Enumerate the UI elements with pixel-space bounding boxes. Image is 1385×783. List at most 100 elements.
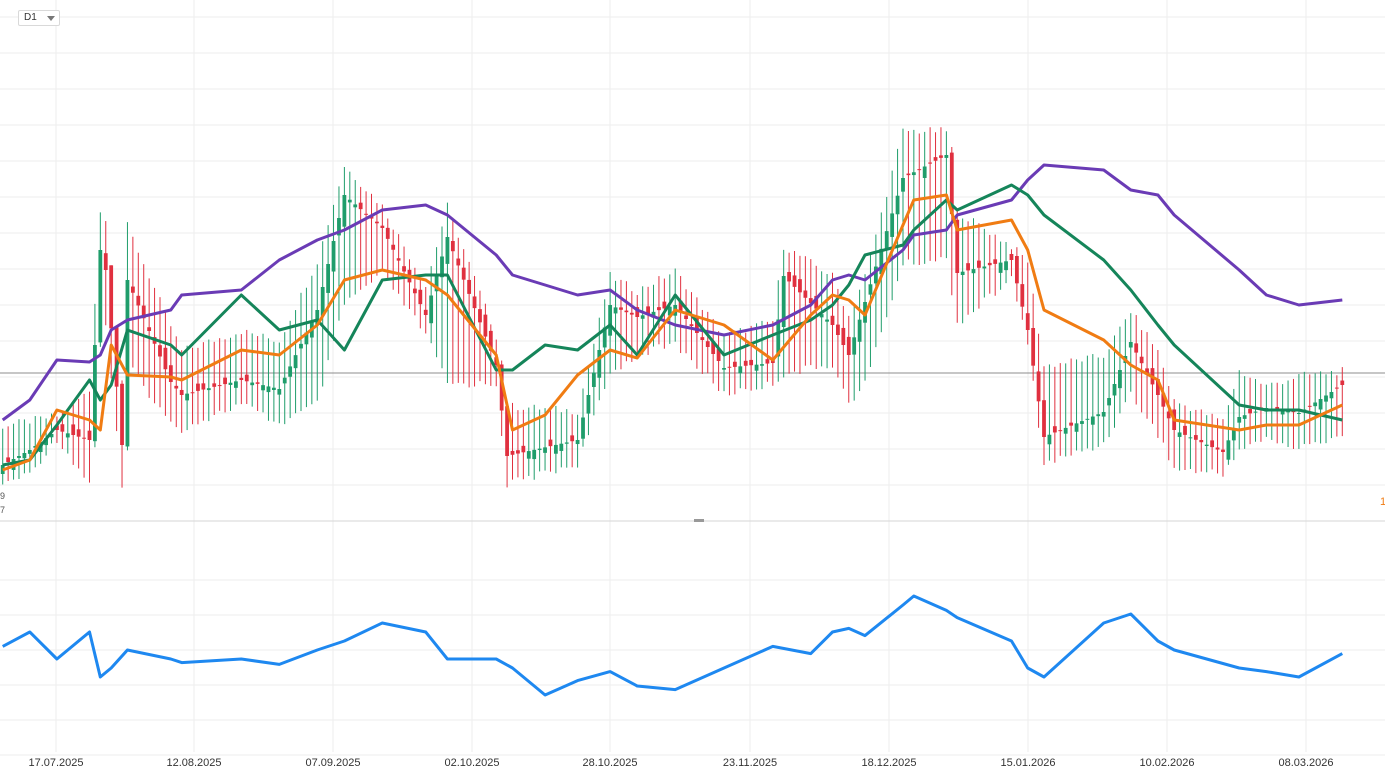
candle-body <box>787 271 792 282</box>
candle-body <box>1215 447 1220 450</box>
candle-body <box>879 248 884 275</box>
candle-body <box>629 312 634 315</box>
candle-body <box>1020 284 1025 307</box>
candle-body <box>147 327 152 331</box>
candle-body <box>391 244 396 250</box>
candle-body <box>939 155 943 158</box>
candle-body <box>667 306 672 316</box>
candle-body <box>933 157 938 161</box>
candle-body <box>55 425 59 430</box>
candle-body <box>738 366 743 374</box>
candle-body <box>1231 428 1236 441</box>
candle-body <box>244 374 249 382</box>
x-tick-label: 15.01.2026 <box>1000 757 1055 769</box>
candle-body <box>141 305 146 319</box>
candle-body <box>17 456 21 458</box>
candle-body <box>640 315 645 319</box>
candle-body <box>651 311 656 318</box>
candle-body <box>440 256 444 278</box>
candle-body <box>537 448 542 451</box>
candle-body <box>434 276 439 292</box>
candle-body <box>1248 408 1252 414</box>
candle-body <box>526 451 531 459</box>
ma-mid-line <box>2 183 1343 467</box>
candle-body <box>228 382 233 385</box>
candle-body <box>1058 430 1063 432</box>
oscillator-line <box>1 594 1344 697</box>
candle-body <box>944 155 949 158</box>
candle-body <box>798 279 802 293</box>
candle-body <box>461 267 466 280</box>
candle-body <box>255 382 260 384</box>
candle-body <box>1161 393 1166 407</box>
candle-body <box>98 250 103 343</box>
candle-body <box>987 262 992 266</box>
candle-body <box>646 306 650 314</box>
candle-body <box>1031 328 1036 366</box>
candle-body <box>928 162 933 164</box>
candle-body <box>71 424 76 435</box>
candle-body <box>1085 418 1090 420</box>
x-tick-label: 23.11.2025 <box>723 757 777 769</box>
timeframe-select[interactable]: D1 <box>18 10 60 26</box>
candle-body <box>689 324 694 326</box>
candle-body <box>1193 435 1198 440</box>
candle-body <box>1112 384 1117 396</box>
candle-body <box>960 271 965 276</box>
candle-body <box>418 289 423 305</box>
candle-body <box>234 381 238 388</box>
candle-body <box>109 265 114 329</box>
candle-body <box>136 295 141 306</box>
candle-body <box>423 309 428 315</box>
candle-body <box>814 295 819 309</box>
candle-body <box>1324 395 1328 402</box>
candle-body <box>895 195 900 215</box>
candle-body <box>1074 423 1079 432</box>
candle-body <box>602 327 607 348</box>
candle-body <box>163 347 168 370</box>
x-axis: 17.07.2025 12.08.2025 07.09.2025 02.10.2025… <box>28 757 1333 769</box>
candle-body <box>158 345 162 357</box>
candle-body <box>695 318 699 333</box>
candle-body <box>1318 399 1323 410</box>
candle-body <box>906 173 911 176</box>
candle-body <box>266 386 271 393</box>
candle-body <box>1069 422 1074 426</box>
candle-body <box>543 447 547 453</box>
candle-body <box>299 343 303 349</box>
candle-body <box>911 172 916 176</box>
candle-body <box>82 437 86 439</box>
candle-body <box>271 387 276 390</box>
ma-fast-line <box>2 193 1343 472</box>
candle-body <box>1047 434 1052 445</box>
candle-body <box>825 319 829 322</box>
candle-body <box>1226 440 1231 460</box>
candle-body <box>125 280 130 447</box>
candle-body <box>1242 415 1247 419</box>
candle-body <box>765 359 770 364</box>
candle-body <box>358 202 363 210</box>
candle-body <box>732 361 737 367</box>
candle-body <box>402 266 406 272</box>
chevron-down-icon <box>47 16 55 21</box>
candle-body <box>1253 411 1258 413</box>
candle-body <box>564 442 569 444</box>
candle-body <box>993 259 998 264</box>
panel-resize-handle[interactable] <box>694 519 704 522</box>
candle-body <box>716 349 721 361</box>
candle-body <box>1204 444 1209 447</box>
left-edge-label-2: 7 <box>0 505 5 515</box>
candle-body <box>1042 400 1046 437</box>
candle-body <box>1307 405 1312 407</box>
candle-body <box>559 443 564 451</box>
candle-body <box>337 218 341 236</box>
candle-body <box>684 315 688 319</box>
candle-body <box>657 307 661 311</box>
candle-body <box>1199 439 1204 443</box>
candle-body <box>293 355 298 369</box>
grid <box>0 0 1385 756</box>
candle-body <box>201 383 206 390</box>
candle-body <box>331 241 336 272</box>
